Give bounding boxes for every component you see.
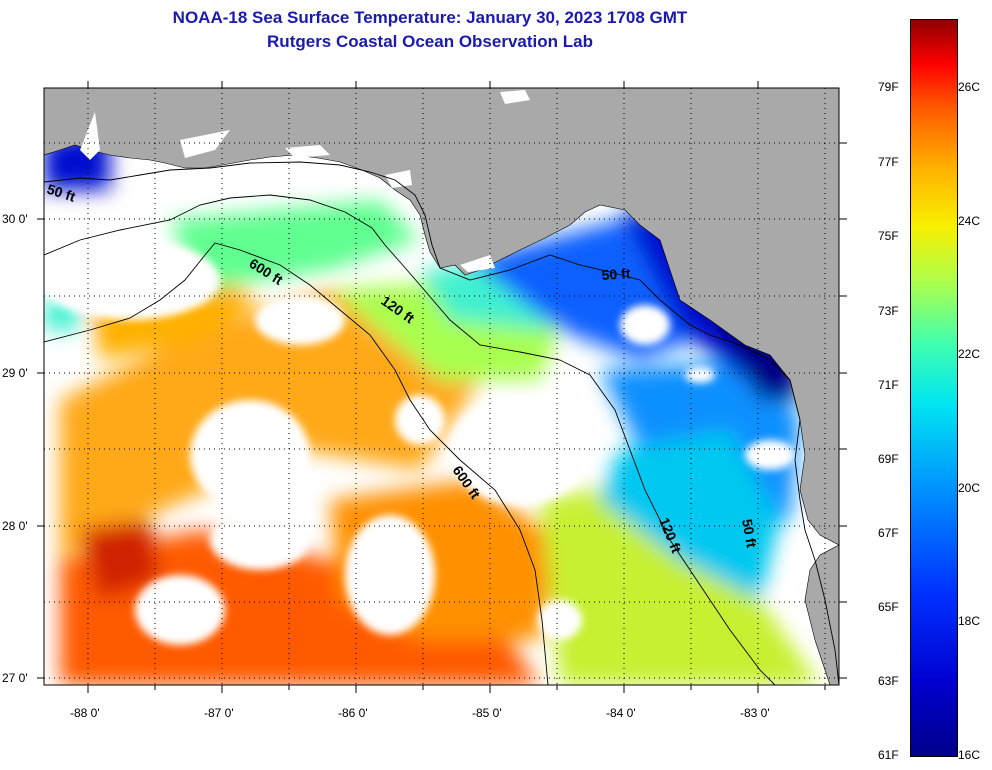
colorbar-f-label: 77F bbox=[878, 155, 899, 169]
colorbar-f-label: 73F bbox=[878, 304, 899, 318]
colorbar-f-label: 61F bbox=[878, 748, 899, 762]
lat-label: 27 0' bbox=[2, 671, 28, 685]
land-mass bbox=[44, 88, 839, 546]
colorbar-f-label: 79F bbox=[878, 80, 899, 94]
depth-contours bbox=[44, 161, 839, 685]
colorbar-c-label: 22C bbox=[958, 347, 981, 361]
colorbar-c-label: 24C bbox=[958, 214, 981, 228]
lon-label: -84 0' bbox=[606, 706, 636, 720]
temperature-colorbar bbox=[910, 19, 958, 757]
colorbar-c-label: 20C bbox=[958, 481, 981, 495]
lon-label: -83 0' bbox=[740, 706, 770, 720]
lon-label: -88 0' bbox=[70, 706, 100, 720]
colorbar-f-label: 67F bbox=[878, 526, 899, 540]
lat-label: 30 0' bbox=[2, 212, 28, 226]
colorbar-f-label: 71F bbox=[878, 378, 899, 392]
colorbar-f-label: 65F bbox=[878, 600, 899, 614]
colorbar-f-label: 75F bbox=[878, 229, 899, 243]
lon-label: -87 0' bbox=[204, 706, 234, 720]
map-frame bbox=[43, 87, 840, 686]
contour-label: 50 ft bbox=[601, 265, 631, 283]
contour-label: 50 ft bbox=[739, 518, 760, 549]
lon-label: -86 0' bbox=[338, 706, 368, 720]
lat-label: 28 0' bbox=[2, 519, 28, 533]
colorbar-c-label: 16C bbox=[958, 748, 981, 762]
colorbar-c-label: 18C bbox=[958, 614, 981, 628]
cloud-patches bbox=[44, 240, 795, 645]
colorbar-f-label: 63F bbox=[878, 674, 899, 688]
coastal-waters bbox=[80, 90, 530, 272]
axis-ticks bbox=[37, 81, 847, 693]
map-subtitle: Rutgers Coastal Ocean Observation Lab bbox=[267, 32, 593, 51]
lon-label: -85 0' bbox=[472, 706, 502, 720]
colorbar-f-label: 69F bbox=[878, 452, 899, 466]
lat-label: 29 0' bbox=[2, 366, 28, 380]
map-title: NOAA-18 Sea Surface Temperature: January… bbox=[172, 8, 688, 27]
colorbar-c-label: 26C bbox=[958, 80, 981, 94]
